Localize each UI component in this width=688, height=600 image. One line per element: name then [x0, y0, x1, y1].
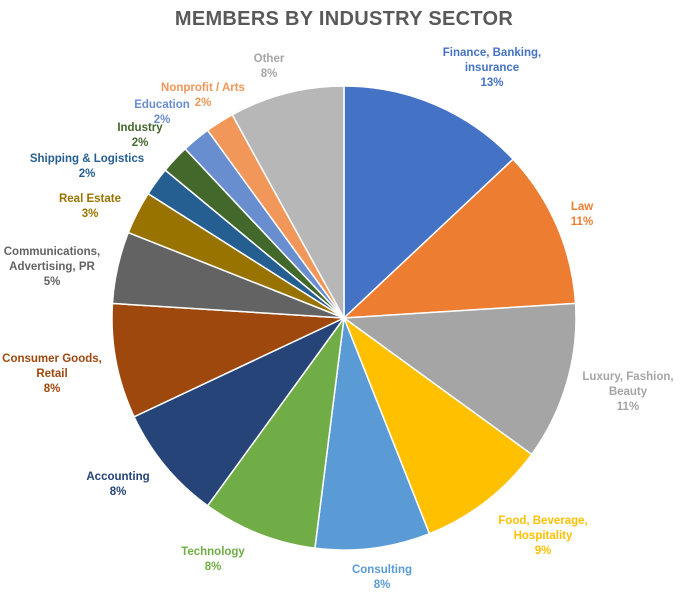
label-line: Nonprofit / Arts: [161, 82, 245, 94]
label-industry: Industry 2%: [117, 122, 163, 149]
label-line: Beauty: [609, 386, 648, 398]
slice-accounting: [133, 317, 345, 507]
label-line: Education: [134, 99, 190, 111]
label-communications-advertising-pr: Communications, Advertising, PR 5%: [4, 246, 100, 288]
label-line: Accounting: [86, 471, 149, 483]
label-line: Technology: [181, 546, 245, 558]
label-line: insurance: [465, 62, 519, 74]
label-percent: 5%: [44, 276, 61, 288]
label-luxury-fashion-beauty: Luxury, Fashion, Beauty 11%: [582, 371, 673, 413]
label-technology: Technology 8%: [181, 546, 245, 573]
label-line: Advertising, PR: [9, 261, 95, 273]
label-percent: 11%: [571, 216, 593, 228]
slice-finance-banking-insurance: [343, 85, 515, 320]
label-real-estate: Real Estate 3%: [59, 193, 121, 220]
label-line: Consumer Goods,: [2, 353, 102, 365]
label-percent: 8%: [110, 486, 127, 498]
label-line: Law: [571, 201, 593, 213]
slice-luxury-fashion-beauty: [341, 302, 577, 456]
label-line: Retail: [36, 368, 67, 380]
label-percent: 2%: [195, 97, 212, 109]
slice-food-beverage-hospitality: [342, 315, 533, 535]
label-line: Shipping & Logistics: [30, 153, 144, 165]
chart-title: MEMBERS BY INDUSTRY SECTOR: [174, 8, 514, 30]
label-line: Other: [254, 53, 285, 65]
label-nonprofit-arts: Nonprofit / Arts 2%: [161, 82, 245, 109]
label-percent: 8%: [261, 68, 278, 80]
label-percent: 8%: [44, 383, 61, 395]
pie-slices: [111, 85, 577, 551]
label-percent: 13%: [480, 77, 503, 89]
label-percent: 8%: [374, 579, 391, 591]
slice-consumer-goods-retail: [111, 302, 345, 418]
slice-technology: [206, 317, 345, 550]
label-percent: 2%: [79, 168, 96, 180]
label-food-beverage-hospitality: Food, Beverage, Hospitality 9%: [498, 515, 587, 557]
label-line: Communications,: [4, 246, 100, 258]
label-line: Industry: [117, 122, 163, 134]
label-percent: 2%: [132, 137, 149, 149]
label-other: Other 8%: [254, 53, 285, 80]
slice-law: [341, 158, 577, 319]
slice-other: [231, 85, 345, 319]
pie-labels: Finance, Banking, insurance 13%Law 11%Luxur…: [2, 47, 673, 591]
label-percent: 9%: [535, 545, 552, 557]
label-line: Real Estate: [59, 193, 121, 205]
slice-consulting: [314, 317, 431, 551]
label-line: Finance, Banking,: [443, 47, 541, 59]
label-line: Food, Beverage,: [498, 515, 587, 527]
label-percent: 3%: [82, 208, 99, 220]
label-line: Luxury, Fashion,: [582, 371, 673, 383]
label-accounting: Accounting 8%: [86, 471, 149, 498]
label-law: Law 11%: [571, 201, 593, 228]
label-consulting: Consulting 8%: [352, 564, 412, 591]
label-education: Education 2%: [134, 99, 190, 126]
label-line: Hospitality: [514, 530, 573, 542]
label-consumer-goods-retail: Consumer Goods, Retail 8%: [2, 353, 102, 395]
label-shipping-logistics: Shipping & Logistics 2%: [30, 153, 144, 180]
label-percent: 2%: [154, 114, 171, 126]
label-percent: 11%: [617, 401, 639, 413]
label-percent: 8%: [205, 561, 222, 573]
label-finance-banking-insurance: Finance, Banking, insurance 13%: [443, 47, 541, 89]
label-line: Consulting: [352, 564, 412, 576]
